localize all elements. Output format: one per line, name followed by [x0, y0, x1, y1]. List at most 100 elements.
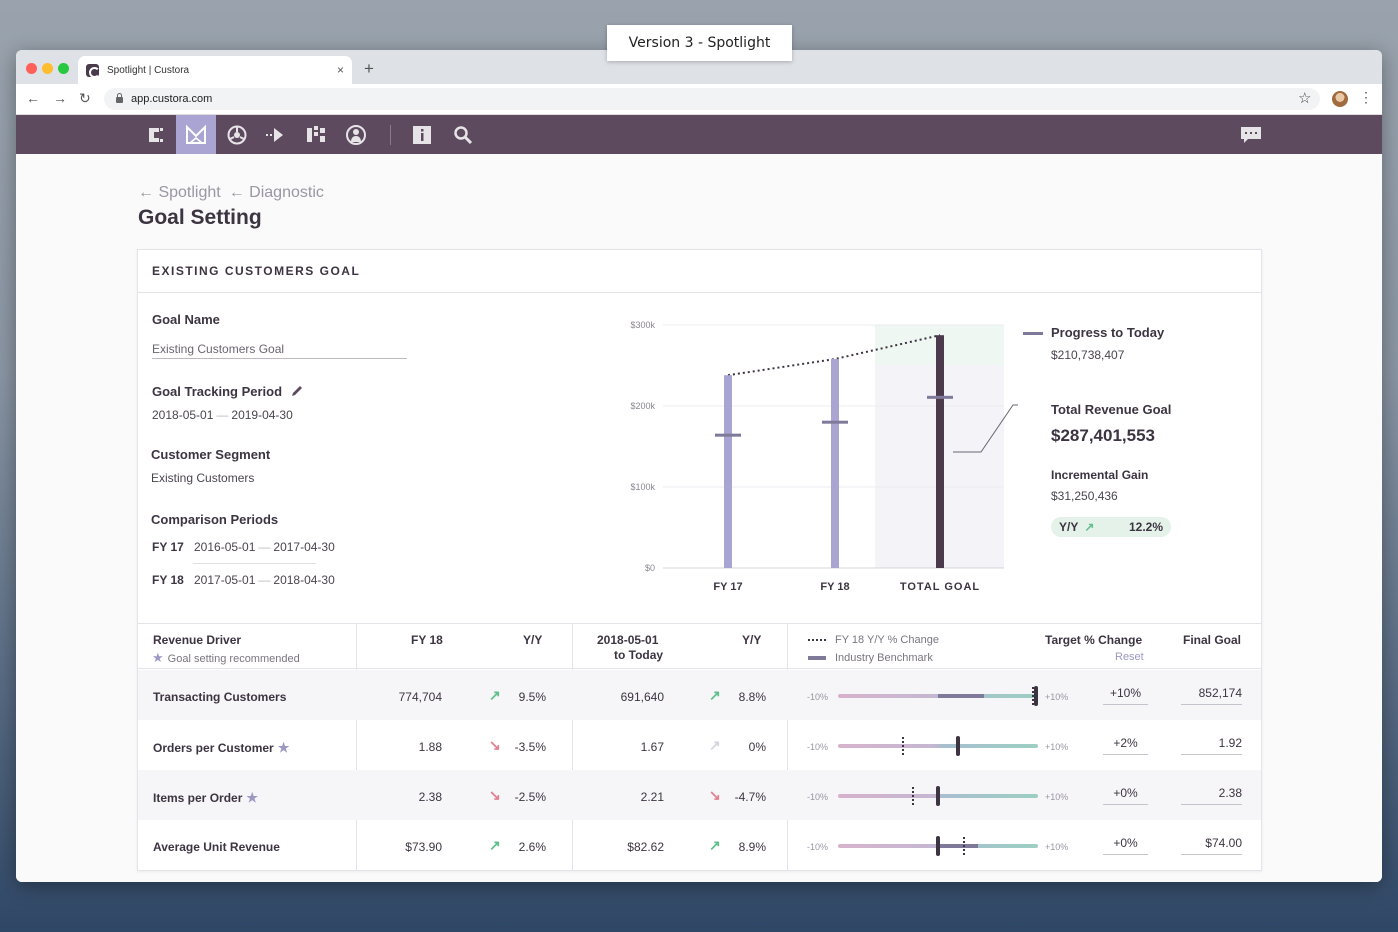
final-goal-input[interactable]: $74.00: [1181, 836, 1242, 855]
period-bar: [724, 375, 732, 568]
back-arrow-icon: ←: [228, 184, 250, 201]
nav-separator: [390, 125, 391, 145]
target-slider-handle[interactable]: [1034, 686, 1038, 706]
tracking-period-label: Goal Tracking Period: [152, 384, 283, 399]
breadcrumb-diagnostic[interactable]: ← Diagnostic: [228, 184, 324, 201]
lock-icon: [116, 93, 123, 103]
down-arrow-icon: ↘: [489, 737, 501, 753]
reload-icon[interactable]: ↻: [79, 90, 91, 106]
benchmark-range: [938, 694, 984, 698]
minimize-window-button[interactable]: [42, 63, 53, 74]
incremental-label: Incremental Gain: [1051, 468, 1149, 482]
trend-line: [727, 334, 941, 377]
info-icon[interactable]: [402, 115, 442, 154]
breadcrumb-spotlight[interactable]: ← Spotlight: [138, 184, 221, 201]
pencil-icon[interactable]: [290, 384, 304, 398]
tab-title: Spotlight | Custora: [107, 64, 190, 76]
target-slider-handle[interactable]: [936, 786, 940, 806]
customer-icon[interactable]: [336, 115, 376, 154]
analytics-icon[interactable]: [296, 115, 336, 154]
benchmark-range: [938, 844, 978, 848]
progress-label: Progress to Today: [1051, 325, 1165, 340]
yy-badge: Y/Y ↗ 12.2%: [1051, 517, 1171, 537]
final-goal-input[interactable]: 852,174: [1181, 686, 1242, 705]
progress-marker: [822, 420, 848, 424]
slider-max-label: +10%: [1045, 742, 1069, 752]
forward-arrow-icon[interactable]: →: [53, 90, 67, 106]
table-header: Revenue Driver ★ Goal setting recommended…: [138, 623, 1261, 669]
progress-marker: [927, 395, 953, 399]
fy18-yy-value: -2.5%: [514, 790, 546, 804]
spotlight-icon[interactable]: [176, 115, 216, 154]
chat-icon[interactable]: [1231, 115, 1271, 154]
col-today-label: to Today: [614, 648, 664, 662]
back-arrow-icon[interactable]: ←: [26, 90, 40, 106]
target-slider-track[interactable]: [838, 744, 1038, 748]
today-value: 691,640: [620, 690, 664, 704]
target-slider-handle[interactable]: [936, 836, 940, 856]
search-icon[interactable]: [443, 115, 483, 154]
driver-name: Transacting Customers: [153, 690, 287, 704]
down-arrow-icon: ↘: [489, 787, 501, 803]
today-yy-value: 8.8%: [738, 690, 766, 704]
main-content: ← Spotlight ← Diagnostic Goal Setting EX…: [16, 154, 1382, 882]
close-window-button[interactable]: [26, 63, 37, 74]
comparison-row-fy18: FY 18 2017-05-01—2018-04-30: [152, 573, 335, 587]
final-goal-input[interactable]: 2.38: [1181, 786, 1242, 805]
url-field[interactable]: app.custora.com: [104, 88, 1320, 110]
version-label: Version 3 - Spotlight: [607, 25, 792, 61]
today-value: $82.62: [627, 840, 664, 854]
target-change-input[interactable]: +2%: [1103, 736, 1148, 755]
period-bar: [831, 359, 839, 568]
goal-name-label: Goal Name: [152, 312, 220, 327]
legend-benchmark: Industry Benchmark: [808, 652, 933, 664]
fy18-value: 2.38: [418, 790, 442, 804]
up-arrow-icon: ↗: [489, 687, 501, 703]
bookmark-star-icon[interactable]: ☆: [1298, 90, 1312, 107]
maximize-window-button[interactable]: [58, 63, 69, 74]
today-yy-value: -4.7%: [734, 790, 766, 804]
tab-close-icon[interactable]: ×: [336, 63, 344, 77]
fy18-yy-value: -3.5%: [514, 740, 546, 754]
recommended-star-icon: ★: [277, 740, 290, 755]
driver-name: Average Unit Revenue: [153, 840, 280, 854]
y-tick-label: $200k: [630, 401, 655, 411]
profile-avatar[interactable]: [1332, 91, 1348, 107]
new-tab-button[interactable]: +: [364, 59, 374, 78]
fy18-change-marker: [1032, 687, 1034, 705]
browser-menu-icon[interactable]: ⋮: [1359, 89, 1373, 105]
custora-favicon-icon: [86, 63, 100, 78]
target-change-input[interactable]: +0%: [1103, 786, 1148, 805]
driver-name: Orders per Customer ★: [153, 740, 290, 755]
target-change-input[interactable]: +0%: [1103, 836, 1148, 855]
app-nav-bar: [16, 115, 1382, 154]
target-change-input[interactable]: +10%: [1103, 686, 1148, 705]
segment-label: Customer Segment: [151, 447, 271, 462]
recommended-star-icon: ★: [246, 790, 259, 805]
target-slider-handle[interactable]: [956, 736, 960, 756]
segments-icon[interactable]: [217, 115, 257, 154]
browser-tab[interactable]: Spotlight | Custora ×: [78, 56, 352, 84]
x-category-label: TOTAL GOAL: [900, 581, 980, 593]
y-tick-label: $0: [645, 563, 655, 573]
progress-marker: [715, 433, 741, 437]
campaigns-icon[interactable]: [256, 115, 296, 154]
total-goal-label: Total Revenue Goal: [1051, 402, 1172, 417]
column-divider: [787, 623, 788, 871]
slider-min-label: -10%: [807, 692, 829, 702]
segment-value: Existing Customers: [151, 471, 255, 485]
reset-link[interactable]: Reset: [1115, 651, 1144, 663]
slider-min-label: -10%: [807, 742, 829, 752]
col-revenue-driver: Revenue Driver: [153, 633, 242, 647]
final-goal-input[interactable]: 1.92: [1181, 736, 1242, 755]
star-icon: ★: [152, 650, 164, 665]
driver-name: Items per Order ★: [153, 790, 259, 805]
back-arrow-icon: ←: [138, 184, 159, 201]
goal-name-input[interactable]: [152, 339, 407, 359]
col-yy2: Y/Y: [742, 633, 762, 647]
page-title: Goal Setting: [138, 206, 262, 229]
fy18-value: 774,704: [398, 690, 442, 704]
custora-logo-icon[interactable]: [136, 115, 176, 154]
total-goal-value: $287,401,553: [1051, 426, 1155, 445]
browser-window: Spotlight | Custora × + ← → ↻ app.custor…: [16, 50, 1382, 882]
